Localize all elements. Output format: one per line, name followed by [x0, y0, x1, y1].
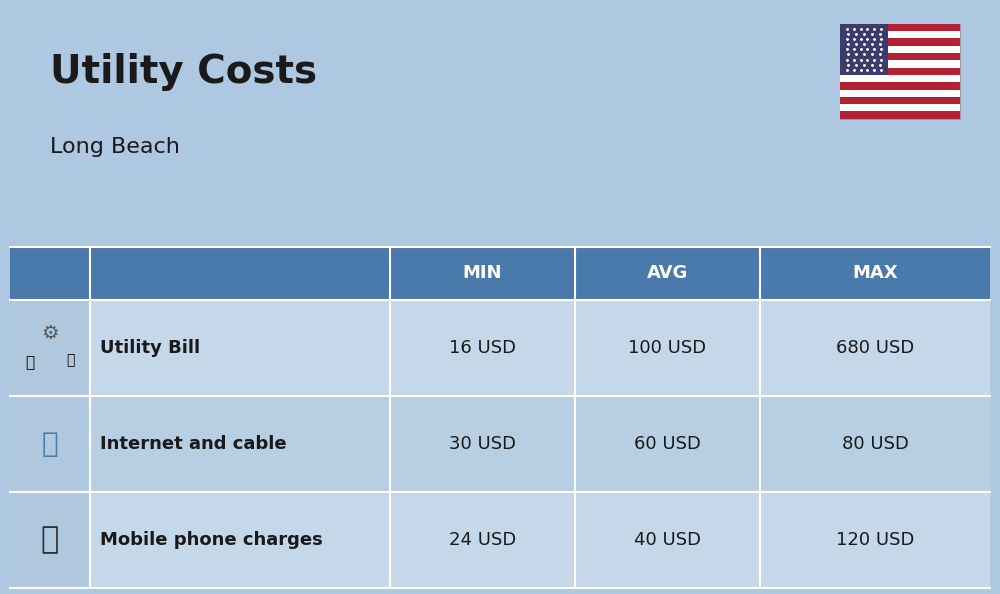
Text: 📱: 📱 — [41, 526, 59, 555]
Text: MIN: MIN — [463, 264, 502, 282]
Text: 🔌: 🔌 — [25, 355, 35, 370]
FancyBboxPatch shape — [840, 112, 960, 119]
FancyBboxPatch shape — [840, 39, 960, 46]
FancyBboxPatch shape — [840, 31, 960, 39]
FancyBboxPatch shape — [840, 46, 960, 53]
Text: 60 USD: 60 USD — [634, 435, 701, 453]
FancyBboxPatch shape — [840, 53, 960, 61]
Text: 30 USD: 30 USD — [449, 435, 516, 453]
Text: 24 USD: 24 USD — [449, 531, 516, 549]
FancyBboxPatch shape — [10, 247, 90, 300]
FancyBboxPatch shape — [840, 82, 960, 90]
FancyBboxPatch shape — [10, 247, 990, 300]
Text: 120 USD: 120 USD — [836, 531, 914, 549]
Text: 📶: 📶 — [42, 430, 58, 458]
FancyBboxPatch shape — [840, 24, 960, 119]
FancyBboxPatch shape — [10, 396, 90, 492]
FancyBboxPatch shape — [10, 492, 990, 588]
Text: Utility Costs: Utility Costs — [50, 53, 317, 91]
FancyBboxPatch shape — [840, 90, 960, 97]
FancyBboxPatch shape — [840, 61, 960, 68]
FancyBboxPatch shape — [840, 75, 960, 82]
Text: 16 USD: 16 USD — [449, 339, 516, 357]
FancyBboxPatch shape — [10, 300, 90, 396]
FancyBboxPatch shape — [840, 24, 888, 75]
Text: Mobile phone charges: Mobile phone charges — [100, 531, 323, 549]
FancyBboxPatch shape — [10, 492, 90, 588]
Text: AVG: AVG — [647, 264, 688, 282]
Text: 80 USD: 80 USD — [842, 435, 908, 453]
FancyBboxPatch shape — [840, 24, 960, 31]
Text: 📦: 📦 — [66, 353, 74, 367]
Text: Utility Bill: Utility Bill — [100, 339, 200, 357]
FancyBboxPatch shape — [10, 300, 990, 396]
FancyBboxPatch shape — [840, 97, 960, 104]
Text: ⚙: ⚙ — [41, 324, 59, 343]
FancyBboxPatch shape — [840, 68, 960, 75]
Text: Internet and cable: Internet and cable — [100, 435, 287, 453]
FancyBboxPatch shape — [10, 396, 990, 492]
Text: MAX: MAX — [852, 264, 898, 282]
FancyBboxPatch shape — [840, 104, 960, 112]
Text: Long Beach: Long Beach — [50, 137, 180, 157]
Text: 100 USD: 100 USD — [628, 339, 707, 357]
Text: 680 USD: 680 USD — [836, 339, 914, 357]
Text: 40 USD: 40 USD — [634, 531, 701, 549]
